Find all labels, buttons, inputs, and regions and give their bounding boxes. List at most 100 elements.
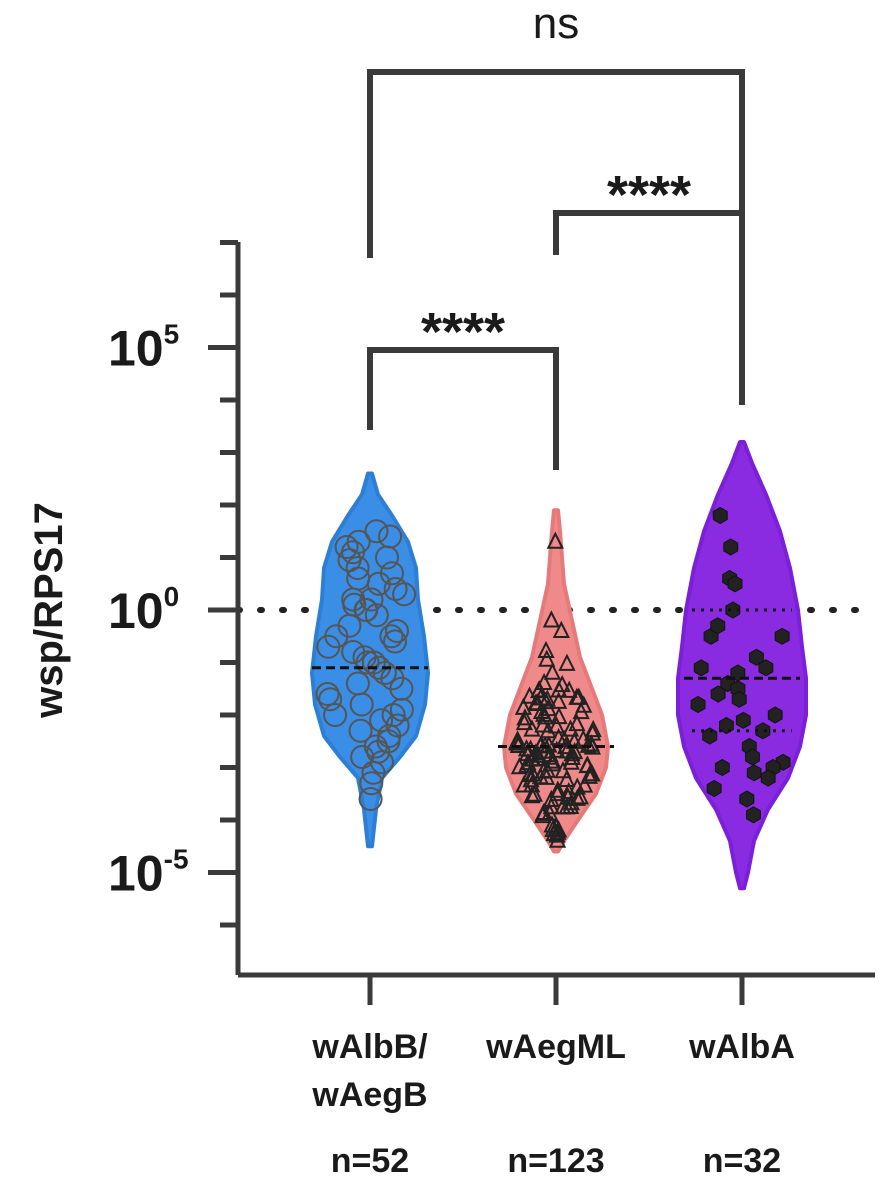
x-category-label: wAlbA bbox=[688, 1028, 795, 1066]
data-point bbox=[554, 760, 572, 779]
data-point bbox=[369, 708, 394, 733]
data-point bbox=[546, 531, 564, 549]
data-point bbox=[535, 761, 553, 779]
x-category-label: wAegB bbox=[311, 1076, 427, 1114]
data-point bbox=[542, 610, 560, 628]
data-point bbox=[710, 685, 726, 703]
data-point bbox=[575, 775, 594, 793]
y-tick-label: 100 bbox=[108, 581, 179, 639]
data-point bbox=[384, 619, 409, 643]
data-point bbox=[366, 571, 391, 596]
data-point bbox=[532, 688, 550, 706]
significance-brackets: **** **** ns bbox=[367, 0, 745, 470]
data-point bbox=[542, 789, 560, 808]
data-point bbox=[545, 823, 563, 842]
data-point bbox=[555, 729, 573, 748]
data-point bbox=[558, 653, 576, 671]
data-point bbox=[341, 587, 366, 612]
x-category-label: wAlbB/ bbox=[311, 1028, 428, 1066]
data-point bbox=[534, 715, 552, 733]
sample-size-label: n=52 bbox=[331, 1142, 409, 1180]
data-point bbox=[510, 757, 529, 775]
data-point bbox=[516, 708, 534, 726]
comparison-bracket bbox=[367, 69, 745, 258]
data-point bbox=[758, 659, 774, 677]
data-point bbox=[548, 825, 566, 843]
data-point bbox=[760, 769, 776, 787]
data-point bbox=[550, 680, 568, 698]
data-point bbox=[723, 538, 739, 556]
data-point bbox=[568, 687, 586, 705]
x-category-label: wAegML bbox=[485, 1028, 626, 1066]
data-point bbox=[543, 815, 561, 833]
data-point bbox=[746, 806, 761, 824]
data-point bbox=[515, 712, 534, 731]
data-point bbox=[383, 629, 408, 654]
data-point bbox=[523, 785, 541, 804]
data-point bbox=[345, 556, 370, 580]
data-point bbox=[582, 734, 600, 752]
data-point bbox=[581, 764, 599, 782]
data-point bbox=[550, 691, 568, 709]
data-point bbox=[549, 780, 567, 798]
data-point bbox=[568, 713, 586, 732]
data-point bbox=[725, 601, 741, 619]
data-point bbox=[359, 771, 384, 796]
data-point bbox=[571, 787, 589, 805]
comparison-bracket bbox=[367, 347, 559, 470]
data-point bbox=[749, 648, 764, 666]
data-point bbox=[562, 752, 580, 770]
data-point bbox=[348, 718, 373, 743]
data-point bbox=[530, 680, 548, 699]
data-point bbox=[755, 722, 771, 740]
data-point bbox=[364, 519, 389, 544]
data-point bbox=[542, 796, 560, 815]
data-point bbox=[523, 719, 541, 737]
data-point bbox=[579, 735, 597, 753]
data-point bbox=[508, 733, 526, 751]
data-point bbox=[690, 695, 706, 714]
data-point bbox=[584, 719, 602, 738]
data-point bbox=[712, 506, 728, 525]
data-point bbox=[392, 582, 417, 607]
data-point bbox=[702, 727, 718, 745]
data-point bbox=[774, 627, 790, 645]
data-point bbox=[517, 739, 536, 757]
significance-label: ns bbox=[533, 0, 579, 48]
data-point bbox=[562, 796, 580, 814]
data-point bbox=[560, 680, 578, 698]
y-axis-title: wsp/RPS17 bbox=[27, 502, 71, 719]
data-point bbox=[558, 769, 576, 787]
data-point bbox=[746, 764, 762, 782]
data-point bbox=[538, 649, 556, 667]
data-point bbox=[318, 687, 343, 712]
data-point bbox=[530, 748, 548, 767]
data-point bbox=[561, 719, 580, 737]
data-point bbox=[544, 751, 562, 769]
data-point bbox=[714, 758, 730, 777]
data-point bbox=[693, 659, 709, 677]
data-point bbox=[364, 603, 389, 628]
data-point bbox=[334, 535, 359, 559]
data-point bbox=[536, 735, 554, 753]
data-point bbox=[355, 650, 380, 675]
sample-size-label: n=32 bbox=[703, 1142, 781, 1180]
y-axis: 105 100 10-5 bbox=[108, 240, 241, 975]
data-point bbox=[358, 787, 383, 811]
data-point bbox=[706, 779, 722, 798]
data-point bbox=[731, 690, 747, 708]
data-point bbox=[361, 760, 386, 785]
data-point bbox=[520, 686, 539, 704]
data-point bbox=[379, 624, 404, 649]
data-point bbox=[323, 703, 348, 727]
data-point bbox=[710, 617, 726, 635]
data-point bbox=[568, 788, 587, 806]
data-point bbox=[552, 620, 570, 638]
data-point bbox=[525, 784, 543, 802]
data-point bbox=[515, 775, 533, 793]
violins-group bbox=[310, 440, 808, 891]
data-point bbox=[372, 661, 397, 685]
y-tick-label: 10-5 bbox=[108, 844, 189, 902]
data-point bbox=[537, 640, 555, 659]
